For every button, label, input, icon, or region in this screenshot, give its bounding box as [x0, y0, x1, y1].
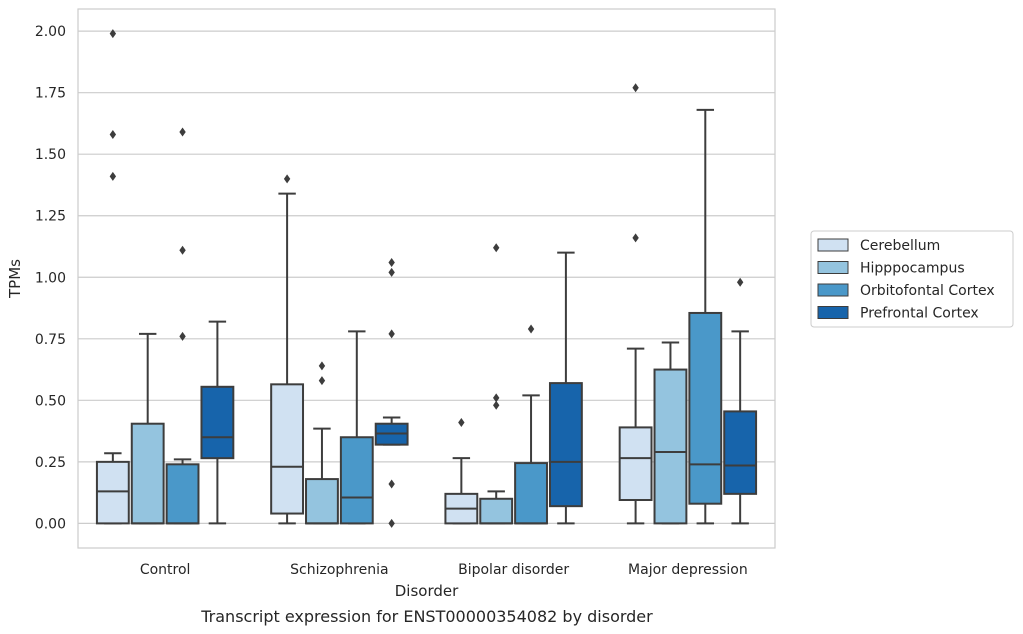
- x-tick-labels: Control Schizophrenia Bipolar disorder Majo…: [140, 562, 748, 578]
- legend-swatch: [817, 306, 849, 319]
- outlier-point: [283, 174, 291, 184]
- legend-swatch: [817, 283, 849, 297]
- outlier-point: [527, 324, 535, 334]
- box-group: [374, 258, 409, 528]
- box: [95, 460, 130, 525]
- box-group: [723, 277, 758, 525]
- box-group: [270, 174, 305, 525]
- x-axis-label: Disorder: [395, 582, 459, 600]
- outlier-point: [388, 518, 395, 528]
- box-group: [339, 330, 374, 525]
- legend-label: Hipppocampus: [860, 261, 965, 277]
- legend-frame: [810, 230, 1014, 328]
- box-group: [479, 243, 514, 525]
- legend-swatch: [817, 261, 849, 274]
- x-tick-label: Control: [140, 562, 191, 578]
- outlier-point: [109, 171, 117, 181]
- x-tick-label: Bipolar disorder: [458, 562, 569, 578]
- box-group: [95, 29, 130, 525]
- box-group: [618, 83, 653, 525]
- box: [514, 462, 548, 525]
- outlier-point: [318, 376, 326, 386]
- legend-label: Orbitofontal Cortex: [860, 283, 995, 299]
- box: [270, 383, 305, 515]
- box-group: [305, 361, 339, 525]
- outlier-point: [458, 417, 465, 427]
- box-group: [653, 341, 688, 525]
- outlier-point: [493, 400, 500, 410]
- legend-label: Cerebellum: [860, 238, 940, 254]
- outlier-point: [388, 329, 395, 339]
- plot-frame: [77, 8, 776, 549]
- outlier-point: [179, 245, 186, 255]
- y-axis-label: TPMs: [6, 259, 24, 299]
- outlier-point: [109, 130, 117, 140]
- box: [305, 478, 339, 525]
- y-tick-label: 0.00: [35, 516, 66, 532]
- box-group: [200, 320, 235, 525]
- box: [723, 410, 758, 495]
- legend: Cerebellum Hipppocampus Orbitofontal Corte…: [810, 230, 1014, 328]
- y-tick-label: 1.25: [35, 209, 66, 225]
- outlier-point: [388, 267, 395, 277]
- y-gridlines: [78, 30, 775, 524]
- y-tick-label: 0.25: [35, 455, 66, 471]
- outlier-point: [632, 233, 639, 243]
- box: [130, 422, 165, 525]
- box-group: [688, 108, 723, 525]
- y-tick-labels: 0.00 0.25 0.50 0.75 1.00 1.25 1.50 1.75 2.00: [35, 24, 66, 532]
- box: [339, 436, 374, 525]
- box: [548, 382, 583, 508]
- y-tick-label: 1.00: [35, 270, 66, 286]
- y-tick-label: 2.00: [35, 24, 66, 40]
- chart-caption: Transcript expression for ENST0000035408…: [200, 607, 653, 626]
- outlier-point: [388, 479, 395, 489]
- box: [200, 385, 235, 460]
- outlier-point: [109, 29, 117, 39]
- outlier-point: [179, 127, 186, 137]
- box: [688, 311, 723, 505]
- outlier-point: [179, 331, 186, 341]
- box-group: [165, 127, 200, 525]
- y-tick-label: 0.75: [35, 332, 66, 348]
- x-tick-label: Major depression: [628, 562, 748, 578]
- y-tick-label: 1.50: [35, 147, 66, 163]
- y-tick-label: 0.50: [35, 393, 66, 409]
- box-group: [548, 251, 583, 525]
- outlier-point: [493, 243, 500, 253]
- box: [165, 463, 200, 525]
- box-groups: [95, 29, 758, 528]
- box-group: [130, 332, 165, 525]
- outlier-point: [736, 277, 744, 287]
- box-group: [444, 417, 479, 525]
- legend-swatch: [817, 238, 849, 252]
- outlier-point: [388, 258, 395, 268]
- outlier-point: [632, 83, 639, 93]
- box: [479, 497, 514, 525]
- y-tick-label: 1.75: [35, 86, 66, 102]
- legend-label: Prefrontal Cortex: [860, 306, 979, 322]
- box: [618, 426, 653, 502]
- outlier-point: [318, 361, 326, 371]
- box-group: [514, 324, 548, 525]
- x-tick-label: Schizophrenia: [290, 562, 388, 578]
- outlier-point: [493, 393, 500, 403]
- box: [653, 368, 688, 525]
